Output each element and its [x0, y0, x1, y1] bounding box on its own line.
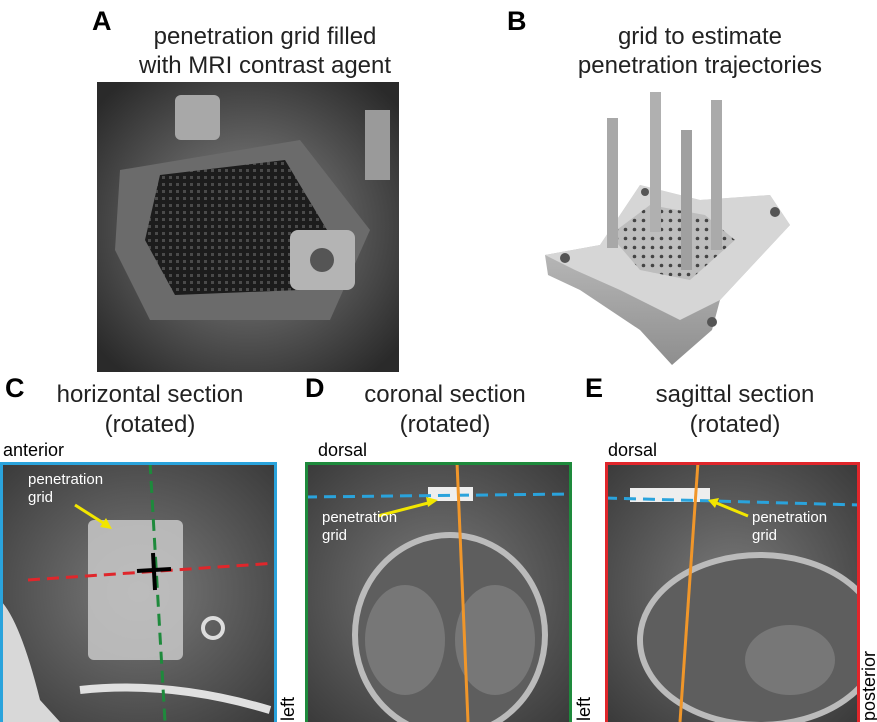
- panel-title: coronal section: [364, 381, 525, 408]
- callout: penetration: [752, 509, 827, 526]
- mri-image: [305, 462, 572, 722]
- orientation-label: dorsal: [608, 440, 657, 460]
- panel-title: penetration grid filled: [154, 23, 377, 50]
- panel-title: (rotated): [105, 411, 196, 438]
- orientation-label: left: [278, 697, 298, 721]
- orientation-label: left: [574, 697, 594, 721]
- callout: grid: [28, 489, 53, 506]
- orientation-label: anterior: [3, 440, 64, 460]
- callout: grid: [322, 527, 347, 544]
- panel-letter: B: [507, 6, 527, 36]
- panel-title: horizontal section: [57, 381, 244, 408]
- panel-title: with MRI contrast agent: [138, 52, 391, 79]
- panel-title: (rotated): [400, 411, 491, 438]
- panel-letter: D: [305, 373, 325, 403]
- callout: penetration: [28, 471, 103, 488]
- orientation-label: dorsal: [318, 440, 367, 460]
- panel-letter: A: [92, 6, 112, 36]
- orientation-label: posterior: [859, 651, 877, 721]
- panel-title: sagittal section: [656, 381, 815, 408]
- panel-title: (rotated): [690, 411, 781, 438]
- panel-letter: E: [585, 373, 603, 403]
- callout: grid: [752, 527, 777, 544]
- panel-title: penetration trajectories: [578, 52, 822, 79]
- callout: penetration: [322, 509, 397, 526]
- grid-model: [545, 92, 790, 365]
- figure: A penetration grid filled with MRI contr…: [0, 0, 877, 722]
- photo: [97, 82, 399, 372]
- panel-letter: C: [5, 373, 25, 403]
- mri-image: [605, 462, 877, 722]
- panel-title: grid to estimate: [618, 23, 782, 50]
